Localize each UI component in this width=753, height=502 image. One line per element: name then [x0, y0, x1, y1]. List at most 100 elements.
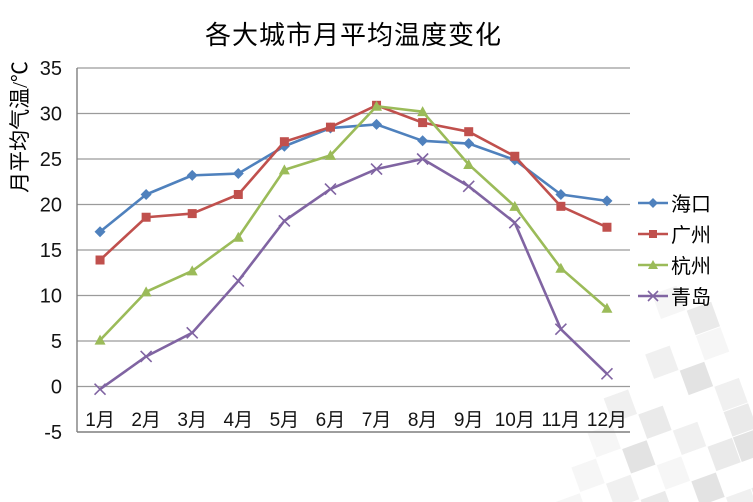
marker-x-qingdao [278, 214, 291, 227]
watermark-square [622, 440, 656, 474]
y-axis-tick-label: 35 [40, 58, 62, 80]
watermark-square [652, 285, 686, 319]
marker-triangle-hangzhou [232, 231, 244, 242]
marker-x-qingdao [416, 152, 429, 166]
marker-diamond-haikou [371, 118, 383, 130]
marker-x-qingdao [232, 274, 245, 288]
y-axis-tick-label: 10 [40, 286, 62, 308]
watermark-square [571, 458, 605, 492]
x-axis-tick-label: 5月 [270, 410, 300, 431]
marker-square-guangzhou [95, 255, 105, 265]
legend-label: 杭州 [671, 256, 711, 278]
y-axis-tick-label: 30 [40, 104, 62, 126]
marker-square-guangzhou [602, 222, 612, 232]
marker-diamond-haikou [463, 138, 475, 150]
marker-triangle-hangzhou [509, 200, 521, 211]
watermark-square [656, 456, 691, 490]
chart-title: 各大城市月平均温度变化 [204, 21, 502, 50]
marker-square-guangzhou [510, 151, 520, 161]
marker-diamond-haikou [186, 169, 198, 181]
x-axis-tick-label: 2月 [131, 410, 161, 431]
watermark-square [645, 345, 679, 379]
legend-line-marker-icon [638, 259, 668, 269]
marker-square-guangzhou [325, 122, 335, 132]
marker-square-guangzhou [187, 209, 197, 219]
series-line-hangzhou [99, 104, 608, 341]
marker-triangle-hangzhou [555, 262, 567, 273]
marker-triangle-hangzhou [463, 158, 475, 169]
legend-label: 海口 [671, 194, 711, 216]
marker-x-qingdao [93, 383, 107, 396]
watermark-square [695, 327, 730, 361]
marker-x-legend [647, 289, 659, 302]
watermark-square [725, 488, 753, 502]
marker-square-guangzhou [279, 137, 289, 147]
y-axis-tick-label: -5 [44, 422, 62, 444]
marker-diamond-haikou [555, 188, 567, 200]
legend-line-marker-icon [638, 289, 668, 302]
marker-square-legend [649, 229, 657, 238]
legend-line-marker-icon [638, 229, 668, 238]
marker-x-qingdao [186, 326, 199, 339]
marker-triangle-legend [648, 259, 658, 269]
x-axis-tick-label: 7月 [362, 410, 392, 431]
legend-item-qingdao: 青岛 [637, 280, 711, 311]
legend-line-marker-icon [638, 197, 668, 208]
y-axis-tick-label: 0 [51, 377, 62, 399]
marker-x-qingdao [508, 216, 521, 229]
watermark-square [686, 301, 721, 336]
marker-x-qingdao [140, 350, 153, 363]
x-axis-tick-label: 9月 [454, 410, 484, 431]
marker-triangle-hangzhou [601, 302, 613, 313]
legend-item-haikou: 海口 [637, 187, 711, 218]
watermark-square [707, 437, 741, 472]
watermark-square [714, 377, 748, 412]
x-axis-tick-label: 12月 [587, 410, 627, 431]
y-axis-tick-label: 20 [40, 195, 62, 217]
watermark-square [732, 428, 753, 462]
marker-diamond-legend [648, 197, 658, 208]
watermark-square [603, 389, 637, 423]
marker-square-guangzhou [141, 212, 151, 222]
watermark-square [640, 490, 674, 502]
x-axis-tick-label: 3月 [177, 410, 207, 431]
marker-triangle-hangzhou [140, 286, 152, 297]
marker-triangle-hangzhou [371, 100, 383, 111]
marker-x-qingdao [462, 180, 475, 193]
marker-triangle-hangzhou [94, 334, 106, 345]
watermark-square [638, 405, 672, 439]
marker-x-qingdao [324, 182, 337, 196]
legend-item-guangzhou: 广州 [637, 218, 711, 249]
marker-diamond-haikou [232, 168, 244, 180]
x-axis-tick-label: 11月 [542, 410, 581, 431]
y-axis-tick-label: 5 [51, 331, 62, 353]
marker-x-qingdao [370, 162, 383, 176]
marker-diamond-haikou [417, 135, 429, 147]
marker-x-qingdao [554, 323, 567, 336]
watermark-square [723, 403, 753, 437]
legend-label: 青岛 [671, 287, 711, 309]
watermark-square [679, 361, 714, 396]
watermark-square [691, 472, 725, 502]
x-axis-tick-label: 8月 [408, 410, 438, 431]
x-axis-tick-label: 1月 [85, 410, 115, 431]
legend-item-hangzhou: 杭州 [637, 249, 711, 280]
marker-triangle-hangzhou [417, 106, 429, 117]
legend: 海口 广州 杭州 青岛 [637, 187, 711, 311]
marker-x-qingdao [600, 367, 614, 380]
marker-triangle-hangzhou [186, 265, 198, 276]
y-axis-tick-label: 15 [40, 240, 62, 262]
marker-triangle-hangzhou [278, 164, 290, 175]
series-line-guangzhou [99, 104, 608, 261]
x-axis-tick-label: 10月 [495, 410, 535, 431]
y-axis-tick-label: 25 [40, 149, 62, 171]
y-axis-title: 月平均气温/℃ [8, 61, 32, 193]
marker-square-guangzhou [233, 189, 243, 199]
marker-square-guangzhou [418, 118, 428, 128]
marker-square-guangzhou [556, 201, 566, 211]
marker-triangle-hangzhou [324, 149, 336, 160]
watermark-square [606, 474, 640, 502]
series-line-qingdao [99, 157, 608, 391]
